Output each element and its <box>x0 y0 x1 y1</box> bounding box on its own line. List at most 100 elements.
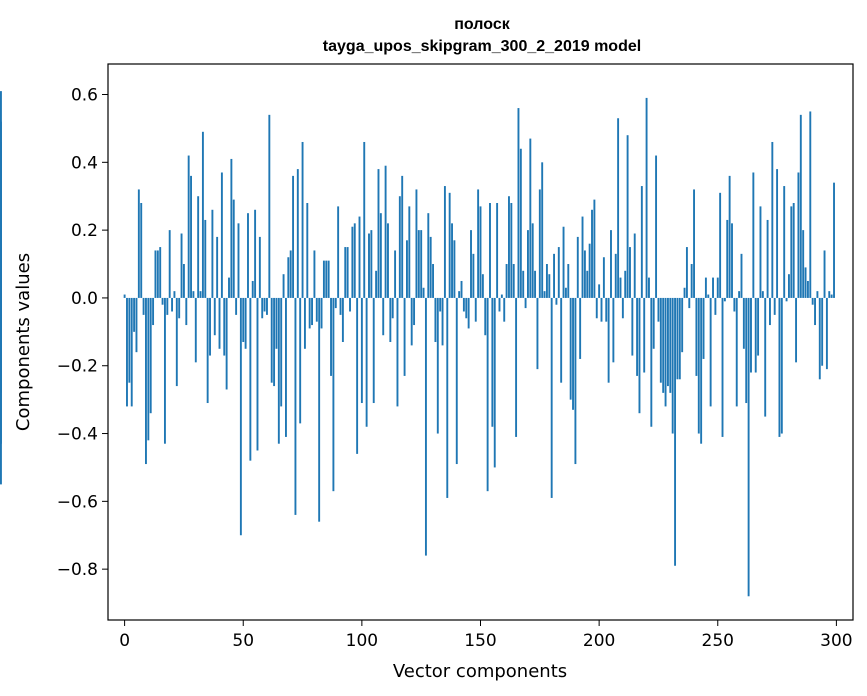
bar-298 <box>830 294 833 298</box>
bar-129 <box>429 236 432 298</box>
bar-199 <box>595 297 598 319</box>
y-axis-ticks: −0.8 −0.6 −0.4 −0.2 0.0 0.2 0.4 0.6 <box>57 86 108 580</box>
bar-241 <box>695 297 698 376</box>
bar-13 <box>154 250 157 298</box>
bar-130 <box>432 264 434 298</box>
x-tick-label-0: 0 <box>119 631 130 651</box>
y-tick-label-5: 0.2 <box>71 221 98 241</box>
bar-36 <box>209 297 211 356</box>
bar-272 <box>769 297 771 326</box>
bar-102 <box>365 297 368 427</box>
bar-54 <box>251 280 254 298</box>
bar-125 <box>420 230 423 298</box>
bar-222 <box>650 297 653 427</box>
bar-22 <box>175 297 178 387</box>
bar-180 <box>550 297 553 498</box>
bar-152 <box>484 297 487 336</box>
bar-145 <box>467 297 470 329</box>
bar-82 <box>318 297 321 522</box>
bar-0 <box>123 294 126 298</box>
bar-259 <box>738 291 741 298</box>
bar-71 <box>292 175 295 298</box>
bar-220 <box>645 97 648 298</box>
bar-64 <box>275 297 278 349</box>
bar-45 <box>230 158 233 298</box>
bar-277 <box>780 297 783 434</box>
bar-290 <box>811 297 814 305</box>
bar-95 <box>349 297 351 312</box>
bar-141 <box>458 291 461 298</box>
bar-213 <box>629 247 631 298</box>
bar-253 <box>723 297 726 302</box>
bar-224 <box>655 155 658 298</box>
bar-218 <box>640 186 643 298</box>
bar-6 <box>137 189 140 298</box>
bar-48 <box>237 223 240 298</box>
bar-85 <box>325 260 328 298</box>
bar-133 <box>439 297 442 312</box>
bar-105 <box>372 297 375 404</box>
bar-116 <box>398 196 401 298</box>
bar-61 <box>268 114 271 298</box>
bar-120 <box>408 206 411 298</box>
bar-208 <box>617 118 620 298</box>
bar-195 <box>586 270 589 298</box>
bar-12 <box>152 297 155 326</box>
bar-190 <box>574 297 577 465</box>
bar-230 <box>669 297 672 393</box>
bar-155 <box>491 297 494 427</box>
bar-55 <box>254 209 257 298</box>
bar-69 <box>287 257 290 298</box>
bar-40 <box>218 297 221 349</box>
bar-182 <box>555 297 558 305</box>
bar-75 <box>301 141 304 298</box>
bar-227 <box>662 297 665 393</box>
bar-72 <box>294 297 297 515</box>
bar-245 <box>704 277 707 298</box>
bar-246 <box>707 294 710 298</box>
bar-297 <box>828 291 831 298</box>
bar-214 <box>631 297 634 356</box>
bar-150 <box>479 206 482 298</box>
bar-24 <box>180 233 183 298</box>
x-axis-label: Vector components <box>393 661 567 682</box>
bar-100 <box>360 297 363 404</box>
bars-group <box>0 91 835 597</box>
bar-43 <box>225 297 228 390</box>
bar-254 <box>726 219 729 298</box>
bar-132 <box>436 297 439 434</box>
bar-23 <box>178 297 181 319</box>
bar-66 <box>280 297 283 407</box>
bar-3 <box>130 297 133 407</box>
bar-271 <box>766 219 769 298</box>
bar-282 <box>792 203 795 298</box>
bar-101 <box>363 141 366 298</box>
bar-252 <box>721 297 724 437</box>
bar-221 <box>648 277 650 298</box>
bar-291 <box>814 297 816 326</box>
bar-174 <box>536 297 539 370</box>
y-tick-label-4: 0.0 <box>71 289 98 309</box>
bar-148 <box>474 297 477 322</box>
bar-26 <box>185 297 188 326</box>
bar-104 <box>370 230 373 298</box>
bar-96 <box>351 226 354 298</box>
bar-87 <box>330 297 332 376</box>
bar-238 <box>688 297 691 309</box>
bar-255 <box>728 175 731 298</box>
bar-223 <box>652 297 655 349</box>
bar-176 <box>541 162 544 298</box>
bar-275 <box>776 169 779 298</box>
bar-39 <box>216 236 219 298</box>
bar-42 <box>223 297 226 356</box>
bar-60 <box>266 297 268 315</box>
bar-229 <box>666 297 669 387</box>
bar-288 <box>806 280 809 298</box>
bar-258 <box>735 297 738 407</box>
bar-219 <box>643 297 646 373</box>
bar-16 <box>161 297 164 305</box>
bar-200 <box>598 284 601 298</box>
bar-273 <box>771 141 774 298</box>
bar-143 <box>462 297 465 312</box>
